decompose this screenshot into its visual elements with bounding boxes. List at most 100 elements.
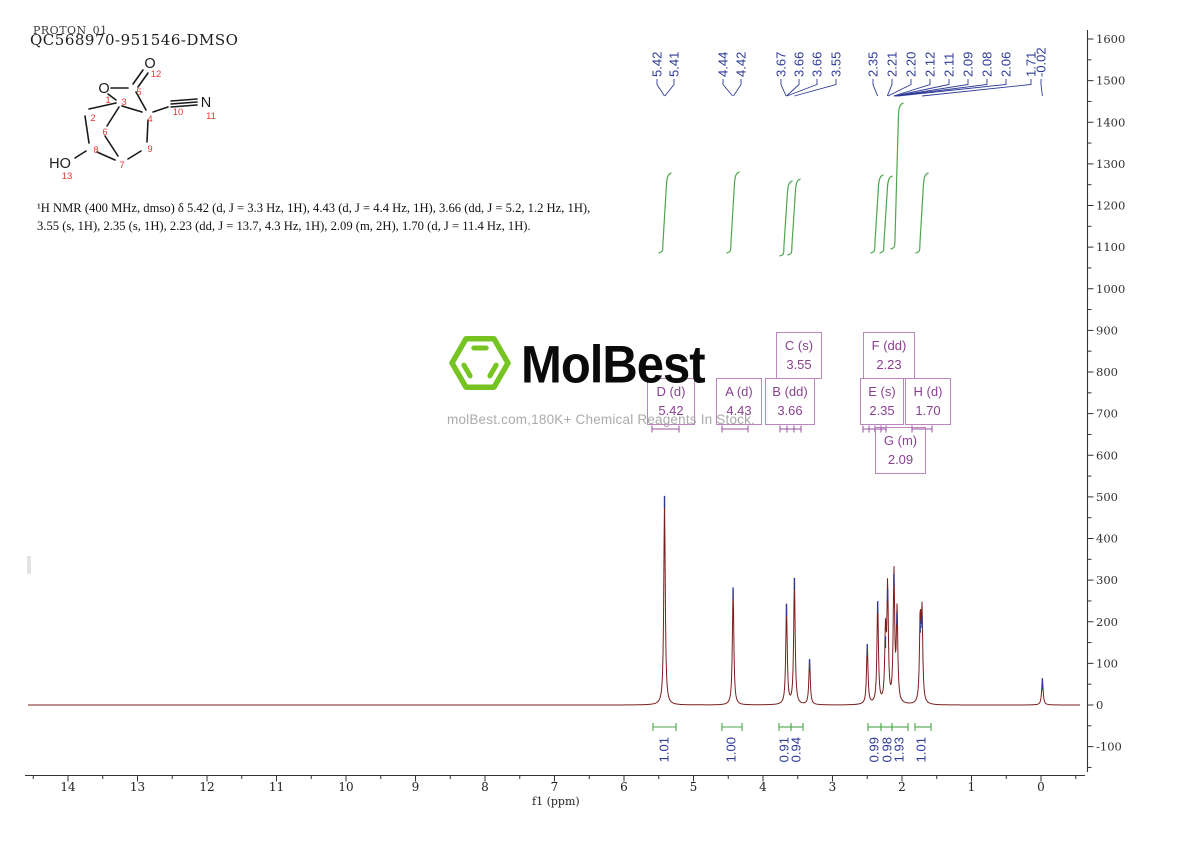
peak-label: 3.66 — [810, 52, 825, 77]
peak-label: 1.71 — [1024, 52, 1039, 77]
atom-number: 13 — [62, 171, 73, 182]
peak-label-leader — [887, 79, 912, 97]
y-tick-label: 500 — [1096, 490, 1118, 504]
assignment-shift: 3.66 — [777, 402, 803, 418]
x-tick-label: 8 — [481, 780, 489, 794]
peak-label: 5.41 — [667, 52, 682, 77]
watermark-brand: MolBest — [521, 336, 706, 395]
peak-label-leader — [896, 79, 988, 97]
peak-label-leader — [786, 79, 818, 97]
x-tick-label: 11 — [269, 780, 284, 794]
y-tick-label: 1200 — [1096, 199, 1125, 213]
assignment-shift: 1.70 — [915, 402, 941, 418]
integrals: 1.01 1.00 0.910.94 0.990.981.93 1.01 — [652, 102, 932, 762]
assignment-range-brackets — [651, 425, 933, 433]
bond — [170, 104, 198, 108]
atom-number: 4 — [147, 114, 152, 125]
atom-number: 7 — [119, 160, 124, 171]
integral-curve — [726, 171, 740, 254]
atom-label: HO — [49, 156, 71, 172]
x-tick-label: 3 — [829, 780, 837, 794]
bond — [146, 119, 149, 143]
x-tick-label: 2 — [898, 780, 906, 794]
atom-label: O — [98, 81, 109, 97]
assignment-shift: 2.23 — [876, 356, 902, 372]
assignment-label: G (m) — [883, 432, 918, 448]
peak-label-leader — [794, 79, 837, 97]
peak-label-leader — [664, 79, 675, 97]
bond — [121, 105, 143, 113]
y-tick-label: 100 — [1096, 656, 1118, 670]
peak-pick-marks — [663, 495, 1044, 691]
integral-curve — [890, 102, 904, 250]
sample-id: QC568970-951546-DMSO — [30, 31, 239, 49]
y-tick-label: 1100 — [1096, 240, 1125, 254]
atom-number: 5 — [136, 87, 141, 98]
assignment-box-G: G (m) 2.09 — [875, 427, 926, 474]
peak-label-leader — [893, 79, 931, 97]
y-tick-label: 0 — [1096, 698, 1103, 712]
atom-label: N — [201, 95, 211, 111]
peak-label: 5.42 — [650, 52, 665, 77]
integral-curve — [787, 178, 801, 256]
atom-number: 3 — [121, 97, 126, 108]
x-tick-label: 0 — [1037, 780, 1045, 794]
assignment-label: H (d) — [913, 383, 943, 399]
peak-label-leader — [656, 79, 665, 97]
x-tick-label: 14 — [60, 780, 76, 794]
assignment-label: D (d) — [656, 383, 686, 399]
bond — [135, 91, 147, 111]
peak-label-leader — [1040, 79, 1043, 97]
y-tick-label: 600 — [1096, 448, 1118, 462]
peak-label: 3.67 — [774, 52, 789, 77]
y-axis: 1600150014001300120011001000900800700600… — [1086, 30, 1125, 772]
assignment-shift: 3.55 — [786, 356, 812, 372]
atom-number: 10 — [173, 107, 184, 118]
assignment-shift: 2.35 — [869, 402, 895, 418]
peak-label-leader — [921, 79, 1032, 97]
bond — [137, 72, 149, 88]
assignment-shift: 5.42 — [658, 402, 684, 418]
y-tick-label: -100 — [1096, 740, 1122, 754]
bond — [104, 135, 119, 157]
x-tick-label: 5 — [690, 780, 698, 794]
watermark-tagline: molBest.com,180K+ Chemical Reagents In S… — [447, 412, 756, 427]
assignment-label: B (dd) — [772, 383, 808, 399]
peak-label: 2.09 — [961, 52, 976, 77]
integral-value: 1.01 — [657, 737, 672, 762]
y-tick-label: 1300 — [1096, 157, 1125, 171]
x-tick-label: 1 — [968, 780, 976, 794]
peak-label-leader — [780, 79, 787, 97]
peak-label-leader — [886, 79, 893, 97]
peak-label-leader — [872, 79, 879, 97]
x-tick-label: 13 — [130, 780, 145, 794]
peak-label: 2.35 — [866, 52, 881, 77]
integral-curve — [870, 174, 884, 254]
peak-label: -0.02 — [1034, 47, 1049, 77]
bond — [127, 150, 142, 160]
integral-value: 0.94 — [789, 737, 804, 762]
assignment-box-A: A (d) 4.43 — [716, 378, 762, 425]
bond — [170, 98, 198, 102]
spectrum-trace — [28, 496, 1080, 706]
y-tick-label: 400 — [1096, 532, 1118, 546]
peak-label: 4.42 — [734, 52, 749, 77]
bond — [88, 102, 117, 110]
integral-value: 1.93 — [892, 737, 907, 762]
x-tick-label: 12 — [199, 780, 214, 794]
molbest-hexagon-icon — [449, 336, 511, 390]
y-tick-label: 1600 — [1096, 32, 1125, 46]
x-axis-title: f1 (ppm) — [532, 795, 580, 808]
watermark: MolBest molBest.com,180K+ Chemical Reage… — [447, 330, 755, 427]
x-tick-label: 4 — [759, 780, 767, 794]
peak-label-leader — [895, 79, 969, 97]
assignment-box-H: H (d) 1.70 — [905, 378, 951, 425]
assignment-box-C: C (s) 3.55 — [776, 332, 822, 379]
peak-labels: 5.42 5.41 4.44 4.42 3.67 3.66 3.66 3.55 2.35 2.21… — [650, 47, 1049, 97]
peak-label-leader — [786, 79, 800, 97]
integral-curve — [779, 180, 793, 257]
peak-label: 3.66 — [792, 52, 807, 77]
